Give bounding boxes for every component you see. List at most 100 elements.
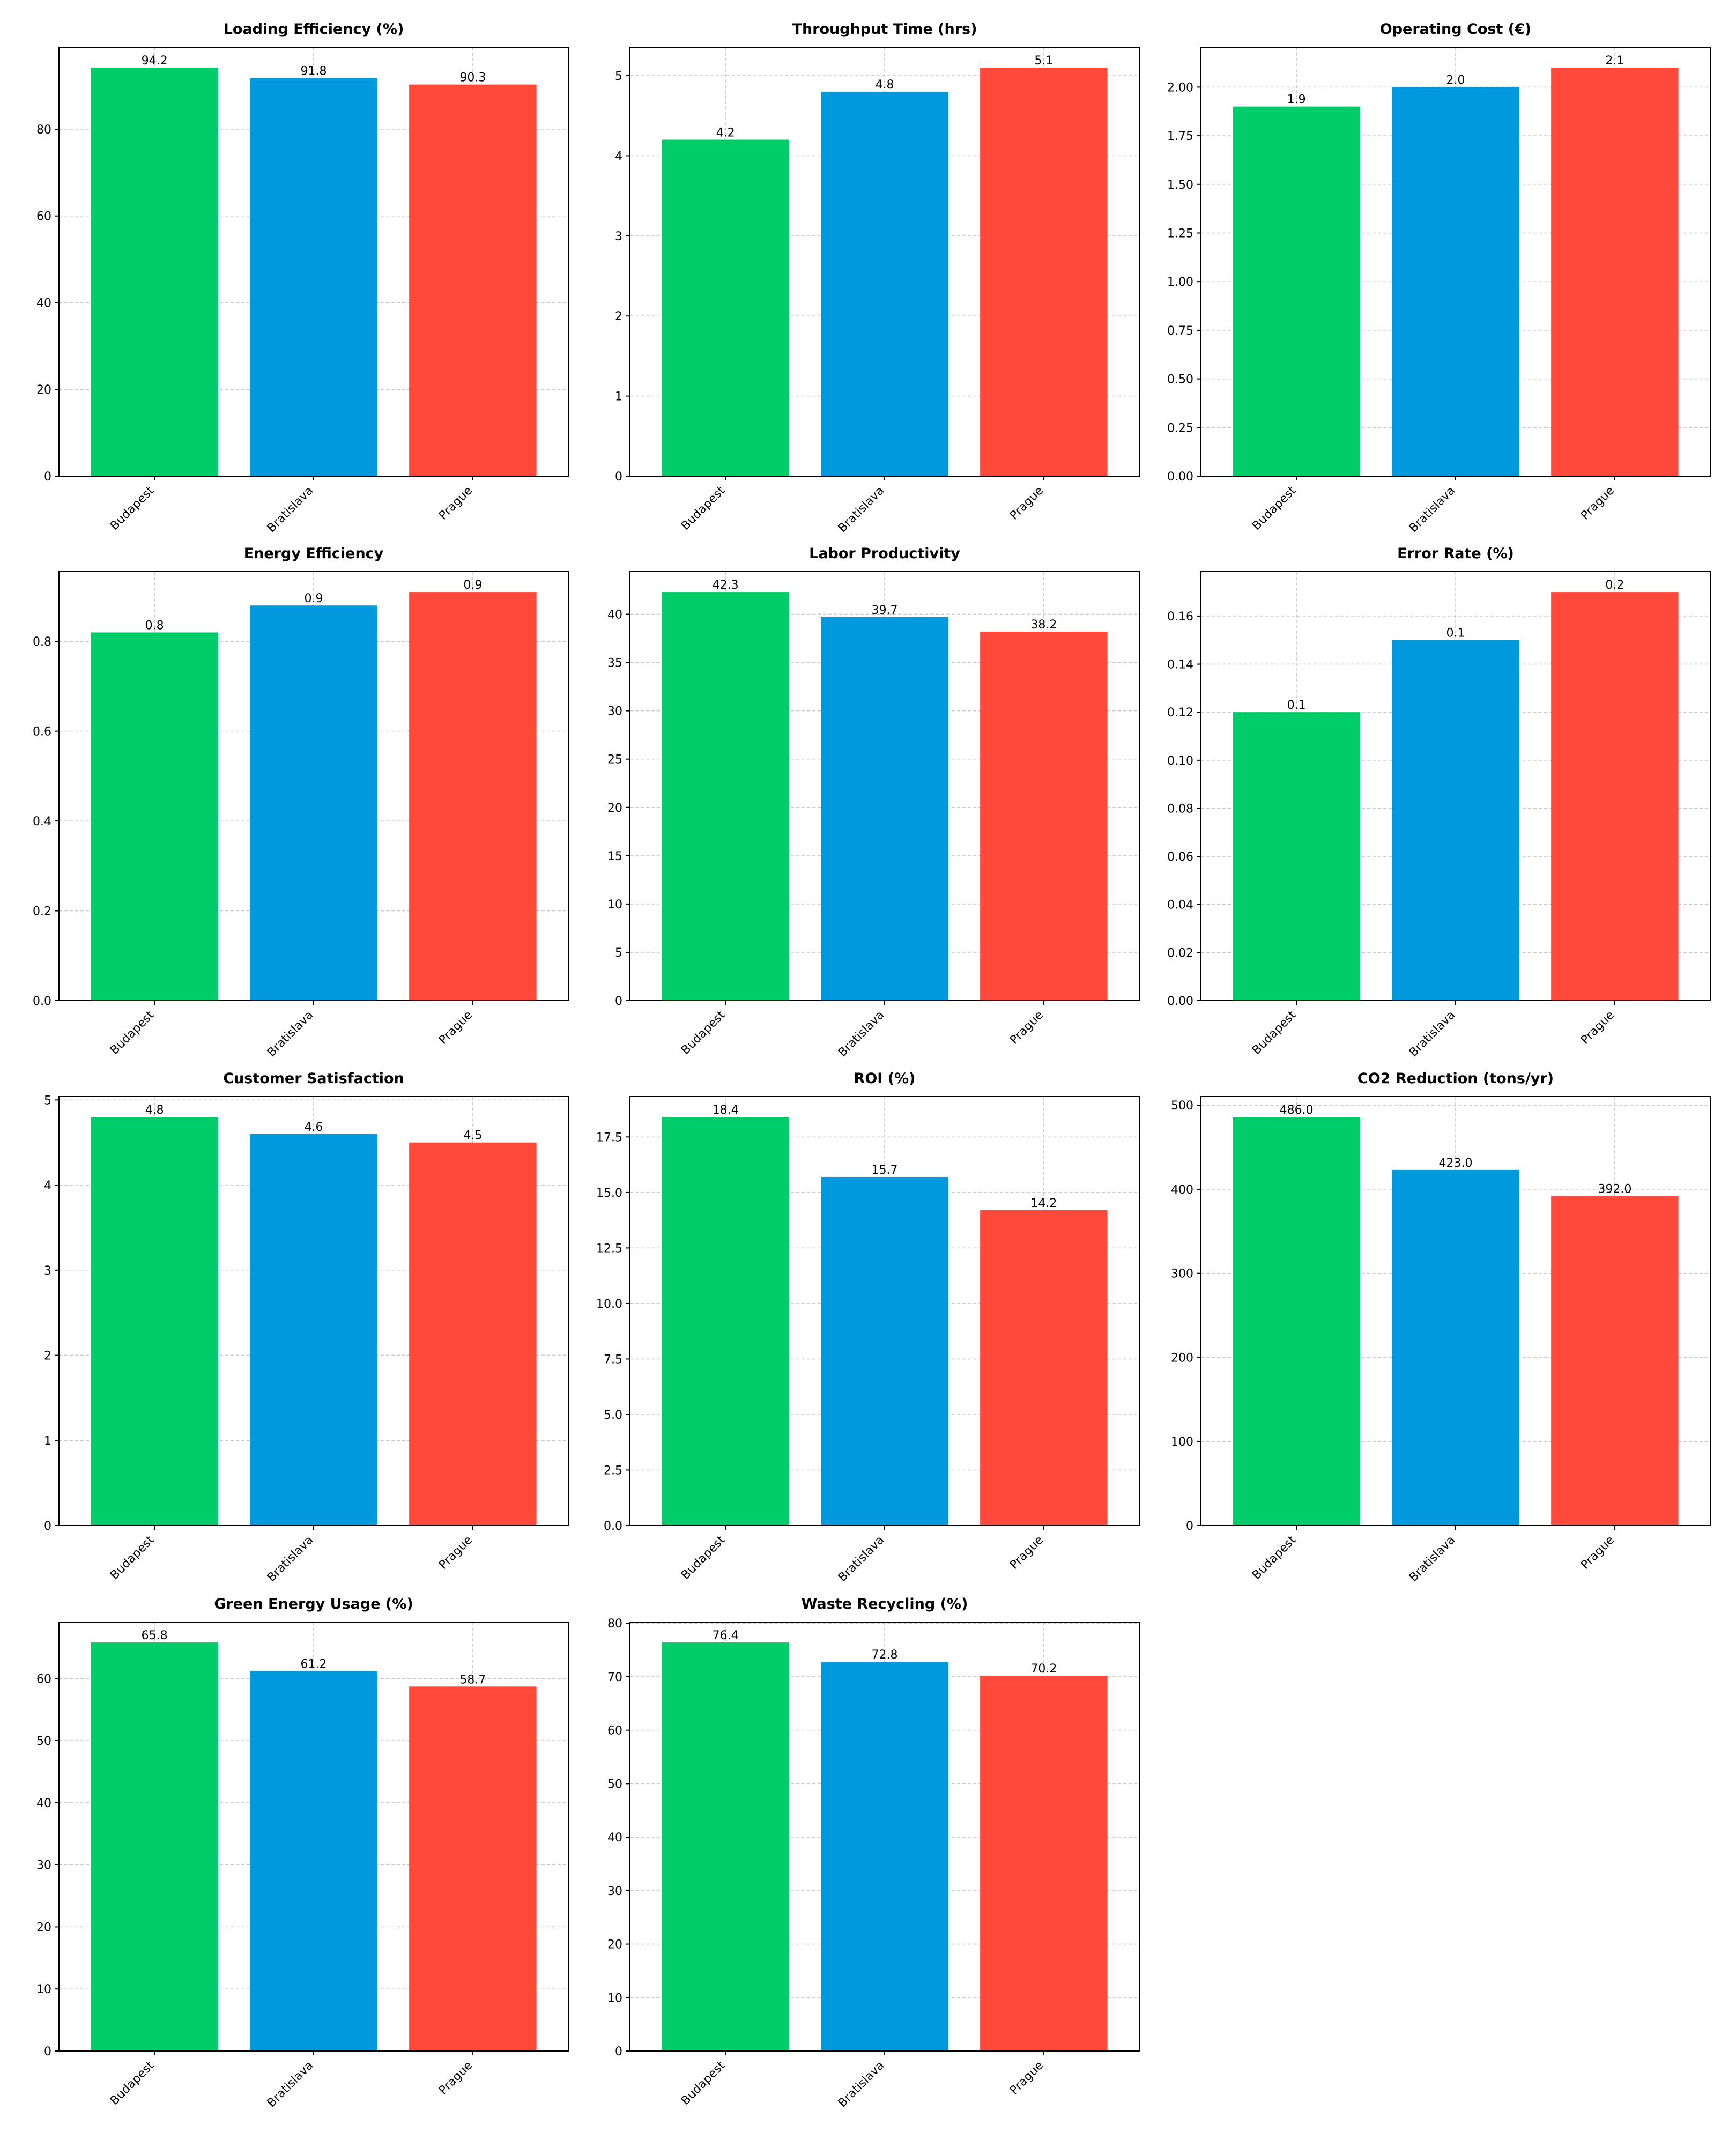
y-tick-label: 0.8 [33, 635, 51, 649]
bar-value-label: 2.0 [1446, 73, 1465, 87]
y-tick-label: 0.50 [1167, 373, 1193, 387]
bar-budapest [91, 1642, 218, 2051]
y-tick-label: 60 [36, 210, 51, 224]
y-tick-label: 0.4 [33, 815, 51, 828]
y-tick-label: 2.5 [604, 1464, 622, 1477]
x-tick-label: Prague [1578, 484, 1617, 523]
bar-prague [1551, 592, 1679, 1001]
y-tick-label: 40 [607, 1831, 622, 1845]
x-tick-label: Budapest [108, 484, 157, 533]
chart-title: Loading Efficiency (%) [224, 21, 404, 38]
y-tick-label: 30 [607, 1885, 622, 1898]
bar-bratislava [250, 1134, 377, 1526]
bar-budapest [662, 139, 789, 476]
chart-title: Green Energy Usage (%) [214, 1596, 413, 1612]
bar-value-label: 486.0 [1280, 1104, 1314, 1117]
chart-title: Error Rate (%) [1397, 545, 1514, 562]
y-tick-label: 0.0 [604, 1520, 622, 1533]
y-tick-label: 10 [607, 1992, 622, 2005]
y-tick-label: 0.12 [1167, 706, 1193, 720]
y-tick-label: 0 [615, 995, 622, 1008]
y-tick-label: 0.16 [1167, 610, 1193, 624]
x-tick-label: Bratislava [265, 1534, 316, 1585]
axes-frame [58, 571, 569, 1001]
chart-title: ROI (%) [854, 1070, 916, 1087]
y-tick-label: 10 [36, 1983, 51, 1996]
x-tick-label: Prague [1007, 484, 1046, 523]
y-tick-label: 0.04 [1167, 899, 1193, 912]
y-tick-label: 20 [607, 1938, 622, 1952]
chart-panel-labor-productivity: Labor Productivity 0 5 10 15 20 25 30 35 40 42.3 Bu… [607, 545, 1140, 1060]
chart-panel-operating-cost: Operating Cost (€) 0.00 0.25 0.50 0.75 1.00 1.… [1167, 21, 1711, 535]
bar-value-label: 0.1 [1446, 627, 1465, 640]
x-tick-label: Budapest [108, 1533, 157, 1582]
bar-prague [1551, 1196, 1679, 1526]
x-tick-label: Budapest [1250, 1533, 1299, 1582]
y-tick-label: 15.0 [596, 1187, 622, 1200]
bar-budapest [1233, 106, 1360, 476]
axes-frame [1200, 47, 1711, 477]
bar-budapest [91, 68, 218, 477]
bar-budapest [1233, 1117, 1360, 1526]
y-tick-label: 80 [607, 1617, 622, 1631]
y-tick-label: 60 [607, 1724, 622, 1738]
chart-title: Operating Cost (€) [1380, 21, 1531, 38]
bar-value-label: 4.8 [145, 1104, 164, 1117]
y-tick-label: 50 [607, 1778, 622, 1791]
chart-panel-energy-efficiency: Energy Efficiency 0.0 0.2 0.4 0.6 0.8 0.8 Budap… [33, 545, 569, 1060]
x-tick-label: Prague [1578, 1009, 1617, 1047]
bar-value-label: 4.6 [305, 1121, 323, 1134]
x-tick-label: Prague [436, 1009, 475, 1047]
bar-value-label: 1.9 [1287, 93, 1306, 107]
axes-frame [58, 1622, 569, 2052]
y-tick-label: 200 [1171, 1351, 1193, 1365]
axes-frame [629, 1622, 1140, 2052]
y-tick-label: 1 [615, 390, 622, 404]
y-tick-label: 5 [44, 1094, 51, 1107]
bar-value-label: 0.8 [145, 619, 164, 632]
bar-prague [980, 1675, 1108, 2051]
y-tick-label: 0.00 [1167, 470, 1193, 484]
y-tick-label: 4 [615, 150, 622, 163]
y-tick-label: 30 [607, 705, 622, 719]
y-tick-label: 5.0 [604, 1409, 622, 1422]
y-tick-label: 15 [607, 850, 622, 863]
y-tick-label: 7.5 [604, 1353, 622, 1366]
bar-value-label: 0.9 [305, 592, 323, 605]
y-tick-label: 20 [36, 383, 51, 397]
y-tick-label: 10.0 [596, 1298, 622, 1311]
chart-panel-throughput-time-hrs: Throughput Time (hrs) 0 1 2 3 4 5 4.2 Budapest 4.… [615, 21, 1140, 535]
axes-frame [629, 571, 1140, 1001]
y-tick-label: 400 [1171, 1183, 1193, 1197]
chart-panel-green-energy-usage: Green Energy Usage (%) 0 10 20 30 40 50 60 65.8 B… [36, 1596, 569, 2110]
bar-value-label: 14.2 [1030, 1197, 1057, 1210]
bar-value-label: 4.5 [463, 1129, 482, 1143]
x-tick-label: Prague [436, 2059, 475, 2098]
y-tick-label: 0.6 [33, 726, 51, 739]
bar-bratislava [250, 78, 377, 476]
x-tick-label: Budapest [108, 2059, 157, 2108]
y-tick-label: 40 [36, 1797, 51, 1810]
bar-value-label: 42.3 [713, 579, 739, 592]
bar-prague [409, 592, 537, 1001]
axes-frame [629, 1096, 1140, 1526]
x-tick-label: Bratislava [265, 1009, 316, 1060]
bar-bratislava [821, 1176, 948, 1526]
bar-value-label: 65.8 [142, 1629, 168, 1642]
y-tick-label: 300 [1171, 1268, 1193, 1281]
bar-bratislava [1392, 1169, 1519, 1526]
x-tick-label: Prague [1578, 1534, 1617, 1572]
y-tick-label: 0.02 [1167, 946, 1193, 960]
y-tick-label: 0 [44, 2045, 51, 2059]
y-tick-label: 1.75 [1167, 130, 1193, 143]
chart-panel-roi: ROI (%) 0.0 2.5 5.0 7.5 10.0 12.5 15.0 17.5 18.4 B… [596, 1070, 1140, 1585]
y-tick-label: 0 [615, 470, 622, 484]
y-tick-label: 0.00 [1167, 995, 1193, 1008]
y-tick-label: 0.10 [1167, 754, 1193, 768]
y-tick-label: 3 [615, 230, 622, 243]
x-tick-label: Bratislava [836, 2059, 887, 2110]
bar-bratislava [1392, 640, 1519, 1001]
chart-panel-waste-recycling: Waste Recycling (%) 0 10 20 30 40 50 60 70 80 76.4… [607, 1596, 1140, 2110]
bar-value-label: 4.2 [716, 127, 735, 140]
